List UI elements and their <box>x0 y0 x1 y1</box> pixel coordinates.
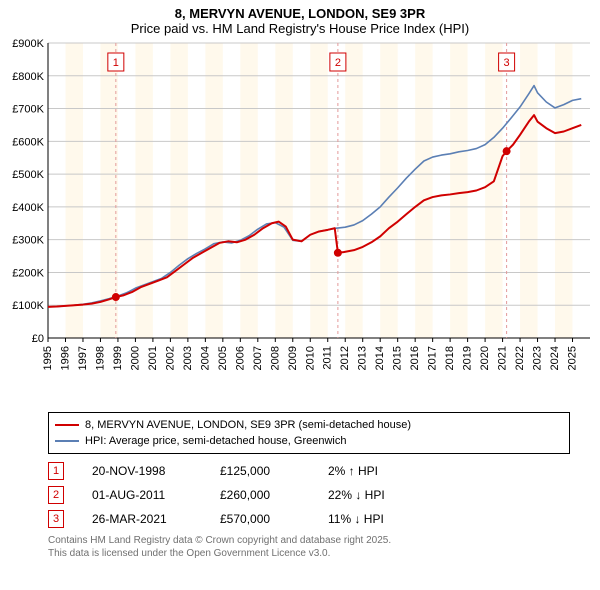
chart-svg: £0 £100K £200K £300K £400K £500K £600K £700K £80… <box>0 38 600 408</box>
svg-text:£900K: £900K <box>12 38 44 50</box>
svg-text:2023: 2023 <box>532 346 544 370</box>
svg-text:2009: 2009 <box>287 346 299 370</box>
title-subtitle: Price paid vs. HM Land Registry's House … <box>0 21 600 36</box>
event-price: £260,000 <box>220 488 300 502</box>
svg-text:2006: 2006 <box>234 346 246 370</box>
svg-text:1998: 1998 <box>94 346 106 370</box>
legend-swatch <box>55 424 79 426</box>
svg-text:1999: 1999 <box>112 346 124 370</box>
footer-line: This data is licensed under the Open Gov… <box>48 547 570 560</box>
svg-text:£800K: £800K <box>12 71 44 83</box>
svg-text:2: 2 <box>335 57 341 69</box>
legend-box: 8, MERVYN AVENUE, LONDON, SE9 3PR (semi-… <box>48 412 570 454</box>
svg-text:£500K: £500K <box>12 169 44 181</box>
chart-container: 8, MERVYN AVENUE, LONDON, SE9 3PR Price … <box>0 0 600 560</box>
svg-text:2011: 2011 <box>322 346 334 370</box>
event-price: £125,000 <box>220 464 300 478</box>
footer-line: Contains HM Land Registry data © Crown c… <box>48 534 570 547</box>
event-date: 20-NOV-1998 <box>92 464 192 478</box>
svg-text:2019: 2019 <box>462 346 474 370</box>
legend-swatch <box>55 440 79 442</box>
svg-text:2014: 2014 <box>374 346 386 370</box>
event-price: £570,000 <box>220 512 300 526</box>
event-row: 3 26-MAR-2021 £570,000 11% ↓ HPI <box>48 510 570 528</box>
legend-row: 8, MERVYN AVENUE, LONDON, SE9 3PR (semi-… <box>55 417 563 433</box>
svg-text:2012: 2012 <box>339 346 351 370</box>
event-row: 1 20-NOV-1998 £125,000 2% ↑ HPI <box>48 462 570 480</box>
event-hpi: 11% ↓ HPI <box>328 512 438 526</box>
chart-area: £0 £100K £200K £300K £400K £500K £600K £700K £80… <box>0 38 600 408</box>
title-address: 8, MERVYN AVENUE, LONDON, SE9 3PR <box>0 6 600 21</box>
svg-text:£400K: £400K <box>12 202 44 214</box>
svg-text:2020: 2020 <box>479 346 491 370</box>
svg-text:2007: 2007 <box>252 346 264 370</box>
svg-text:2002: 2002 <box>164 346 176 370</box>
event-date: 01-AUG-2011 <box>92 488 192 502</box>
svg-text:£200K: £200K <box>12 267 44 279</box>
svg-text:2015: 2015 <box>392 346 404 370</box>
event-marker-icon: 3 <box>48 510 64 528</box>
svg-text:2016: 2016 <box>409 346 421 370</box>
svg-text:2017: 2017 <box>427 346 439 370</box>
svg-text:2003: 2003 <box>182 346 194 370</box>
svg-text:1: 1 <box>113 57 119 69</box>
event-hpi: 22% ↓ HPI <box>328 488 438 502</box>
svg-text:2004: 2004 <box>199 346 211 370</box>
svg-text:2025: 2025 <box>567 346 579 370</box>
footer-note: Contains HM Land Registry data © Crown c… <box>48 534 570 560</box>
svg-text:2008: 2008 <box>269 346 281 370</box>
event-date: 26-MAR-2021 <box>92 512 192 526</box>
legend-label: HPI: Average price, semi-detached house,… <box>85 433 347 449</box>
svg-text:2013: 2013 <box>357 346 369 370</box>
svg-text:£600K: £600K <box>12 136 44 148</box>
svg-text:£100K: £100K <box>12 300 44 312</box>
event-hpi: 2% ↑ HPI <box>328 464 438 478</box>
svg-text:2000: 2000 <box>129 346 141 370</box>
legend-row: HPI: Average price, semi-detached house,… <box>55 433 563 449</box>
svg-text:£300K: £300K <box>12 235 44 247</box>
svg-text:1997: 1997 <box>77 346 89 370</box>
events-table: 1 20-NOV-1998 £125,000 2% ↑ HPI 2 01-AUG… <box>48 462 570 528</box>
svg-text:2005: 2005 <box>217 346 229 370</box>
svg-text:£700K: £700K <box>12 104 44 116</box>
svg-text:2018: 2018 <box>444 346 456 370</box>
title-block: 8, MERVYN AVENUE, LONDON, SE9 3PR Price … <box>0 0 600 38</box>
event-marker-icon: 1 <box>48 462 64 480</box>
svg-text:2024: 2024 <box>549 346 561 370</box>
svg-text:1996: 1996 <box>59 346 71 370</box>
event-marker-icon: 2 <box>48 486 64 504</box>
svg-text:2010: 2010 <box>304 346 316 370</box>
svg-text:£0: £0 <box>32 333 44 345</box>
svg-text:2022: 2022 <box>514 346 526 370</box>
svg-text:3: 3 <box>504 57 510 69</box>
svg-text:2021: 2021 <box>497 346 509 370</box>
legend-label: 8, MERVYN AVENUE, LONDON, SE9 3PR (semi-… <box>85 417 411 433</box>
svg-text:2001: 2001 <box>147 346 159 370</box>
event-row: 2 01-AUG-2011 £260,000 22% ↓ HPI <box>48 486 570 504</box>
svg-text:1995: 1995 <box>42 346 54 370</box>
